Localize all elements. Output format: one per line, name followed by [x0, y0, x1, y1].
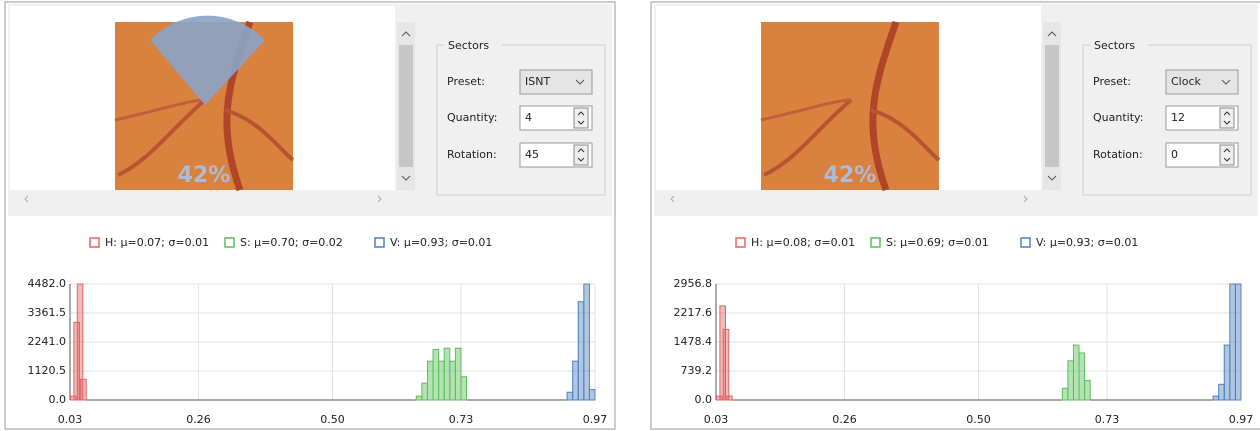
preset-label: Preset: — [447, 75, 485, 88]
histogram-bar — [1213, 396, 1219, 400]
legend-swatch[interactable] — [90, 238, 99, 247]
legend-swatch[interactable] — [871, 238, 880, 247]
histogram-bar — [427, 361, 433, 400]
preset-value[interactable]: Clock — [1171, 75, 1202, 88]
spinner[interactable] — [574, 145, 588, 165]
histogram-bar — [589, 390, 595, 400]
histogram-bar — [1085, 380, 1091, 400]
x-tick-label: 0.50 — [966, 413, 991, 426]
legend-label[interactable]: S: μ=0.70; σ=0.02 — [240, 236, 343, 249]
legend-label[interactable]: H: μ=0.08; σ=0.01 — [751, 236, 855, 249]
preset-value[interactable]: ISNT — [525, 75, 550, 88]
x-tick-label: 0.03 — [704, 413, 729, 426]
y-tick-label: 2241.0 — [28, 335, 67, 348]
group-title: Sectors — [448, 39, 489, 52]
histogram-bar — [584, 284, 590, 400]
quantity-value[interactable]: 12 — [1171, 111, 1185, 124]
legend-label[interactable]: S: μ=0.69; σ=0.01 — [886, 236, 989, 249]
legend-label[interactable]: H: μ=0.07; σ=0.01 — [105, 236, 209, 249]
histogram-bar — [1073, 345, 1079, 400]
histogram-bar — [1219, 384, 1225, 400]
spinner[interactable] — [1220, 145, 1234, 165]
y-tick-label: 0.0 — [49, 393, 67, 406]
histogram-bar — [422, 383, 428, 400]
histogram-bar — [444, 348, 450, 400]
screenshot: 42% Sectors Preset: ISNT Quantity: 4 Rotation:… — [0, 0, 1260, 431]
histogram-bar — [81, 379, 87, 400]
histogram-bar — [1224, 345, 1230, 400]
rotation-value[interactable]: 0 — [1171, 148, 1178, 161]
histogram-bar — [567, 392, 573, 400]
quantity-label: Quantity: — [447, 111, 497, 124]
y-tick-label: 739.2 — [681, 364, 713, 377]
histogram-bar — [723, 329, 729, 400]
legend-label[interactable]: V: μ=0.93; σ=0.01 — [390, 236, 492, 249]
coverage-label: 42% — [824, 163, 877, 188]
histogram-bar — [1235, 284, 1241, 400]
x-tick-label: 0.26 — [186, 413, 211, 426]
x-tick-label: 0.50 — [320, 413, 345, 426]
legend-swatch[interactable] — [736, 238, 745, 247]
coverage-label: 42% — [178, 163, 231, 188]
y-tick-label: 2217.6 — [674, 306, 713, 319]
scroll-thumb[interactable] — [1045, 45, 1059, 167]
histogram-bar — [450, 361, 456, 400]
y-tick-label: 1478.4 — [674, 335, 713, 348]
quantity-value[interactable]: 4 — [525, 111, 532, 124]
spinner[interactable] — [1220, 108, 1234, 128]
rotation-value[interactable]: 45 — [525, 148, 539, 161]
legend-swatch[interactable] — [225, 238, 234, 247]
histogram-bar — [1079, 353, 1085, 400]
legend-swatch[interactable] — [1021, 238, 1030, 247]
scroll-thumb[interactable] — [399, 45, 413, 167]
histogram-bar — [1062, 388, 1068, 400]
histogram-bar — [1230, 284, 1236, 400]
histogram-bar — [416, 396, 422, 400]
histogram-bar — [578, 302, 584, 400]
preset-label: Preset: — [1093, 75, 1131, 88]
y-tick-label: 4482.0 — [28, 277, 67, 290]
spinner[interactable] — [574, 108, 588, 128]
legend-swatch[interactable] — [375, 238, 384, 247]
histogram-bar — [727, 396, 733, 400]
histogram-bar — [573, 361, 579, 400]
y-tick-label: 1120.5 — [28, 364, 67, 377]
quantity-label: Quantity: — [1093, 111, 1143, 124]
histogram-bar — [439, 361, 445, 400]
y-tick-label: 3361.5 — [28, 306, 67, 319]
x-tick-label: 0.97 — [583, 413, 608, 426]
histogram-bar — [1068, 361, 1074, 400]
y-tick-label: 0.0 — [695, 393, 713, 406]
y-tick-label: 2956.8 — [674, 277, 713, 290]
legend-label[interactable]: V: μ=0.93; σ=0.01 — [1036, 236, 1138, 249]
rotation-label: Rotation: — [1093, 148, 1143, 161]
x-tick-label: 0.03 — [58, 413, 83, 426]
rotation-label: Rotation: — [447, 148, 497, 161]
group-title: Sectors — [1094, 39, 1135, 52]
x-tick-label: 0.97 — [1229, 413, 1254, 426]
x-tick-label: 0.73 — [1095, 413, 1120, 426]
histogram-bar — [461, 377, 467, 400]
histogram-bar — [433, 350, 439, 400]
x-tick-label: 0.73 — [449, 413, 474, 426]
histogram-bar — [455, 348, 461, 400]
x-tick-label: 0.26 — [832, 413, 857, 426]
